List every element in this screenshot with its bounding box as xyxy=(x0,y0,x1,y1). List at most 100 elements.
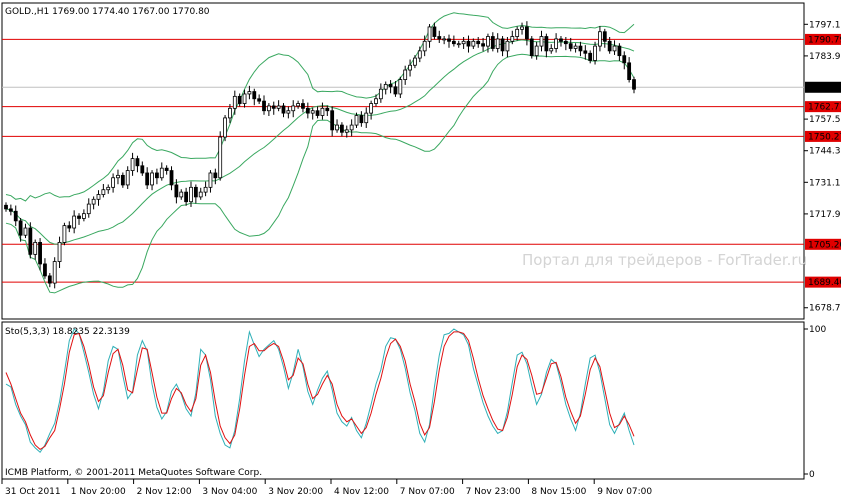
candle-body xyxy=(28,227,33,255)
candle-body xyxy=(13,210,18,222)
candle-body xyxy=(476,40,481,45)
candle-body xyxy=(305,107,310,114)
candle-body xyxy=(57,241,62,262)
level-label-bg xyxy=(805,130,841,142)
candle-body xyxy=(529,38,534,57)
candle-body xyxy=(203,186,208,193)
copyright-text: ICMB Platform, © 2001-2011 MetaQuotes So… xyxy=(5,468,262,478)
candle-body xyxy=(554,38,559,49)
price-tick-label: 1783.90 xyxy=(809,52,841,62)
candle-body xyxy=(140,165,145,174)
candle-body xyxy=(524,26,529,40)
candle-body xyxy=(116,174,120,179)
stoch-tick-label: 100 xyxy=(809,325,826,335)
candle-body xyxy=(393,86,398,95)
level-label: 1790.79 xyxy=(808,35,841,45)
candle-body xyxy=(296,103,300,107)
time-tick-label: 1 Nov 20:00 xyxy=(71,487,126,497)
candle-body xyxy=(111,177,116,188)
candle-body xyxy=(155,172,159,179)
candle-body xyxy=(86,203,91,215)
candle-body xyxy=(174,184,179,198)
candle-body xyxy=(276,105,281,109)
indicator-plot-frame xyxy=(1,321,805,480)
candle-body xyxy=(563,40,568,45)
level-label-bg xyxy=(805,238,841,250)
candle-body xyxy=(23,227,28,236)
candle-body xyxy=(408,64,412,71)
bollinger-mid-line xyxy=(5,39,635,245)
candle-body xyxy=(223,117,227,138)
candle-body xyxy=(549,48,554,52)
candle-body xyxy=(266,105,271,112)
candle-body xyxy=(43,263,47,277)
candle-body xyxy=(8,208,13,212)
price-tick-label: 1731.10 xyxy=(809,178,841,188)
candle-body xyxy=(320,107,325,116)
candle-body xyxy=(330,110,335,131)
candle-body xyxy=(369,103,374,114)
candle-body xyxy=(135,158,140,167)
time-tick-label: 7 Nov 23:00 xyxy=(466,487,521,497)
price-tick-label: 1797.10 xyxy=(809,20,841,30)
candle-body xyxy=(461,40,466,45)
candle-body xyxy=(534,45,539,57)
candle-body xyxy=(291,105,296,112)
candle-body xyxy=(456,43,461,46)
candle-body xyxy=(130,158,135,171)
time-tick-label: 9 Nov 07:00 xyxy=(597,487,652,497)
candle-body xyxy=(466,40,471,47)
candle-body xyxy=(471,40,476,47)
candle-body xyxy=(417,50,422,59)
symbol-header: GOLD.,H1 1769.00 1774.40 1767.00 1770.80 xyxy=(5,7,210,17)
candle-body xyxy=(164,167,169,171)
candle-body xyxy=(427,26,432,42)
price-tick-label: 1757.50 xyxy=(809,115,841,125)
level-label: 1705.20 xyxy=(808,240,841,250)
candle-body xyxy=(388,83,393,88)
candle-body xyxy=(612,45,617,52)
candle-body xyxy=(432,26,437,37)
candle-body xyxy=(193,186,198,198)
candle-body xyxy=(252,91,257,100)
candle-body xyxy=(617,45,622,57)
candle-body xyxy=(237,95,242,104)
candle-body xyxy=(622,55,627,64)
candle-body xyxy=(208,172,213,188)
candle-body xyxy=(510,36,515,42)
candle-body xyxy=(198,191,203,198)
candle-body xyxy=(437,36,442,40)
candle-body xyxy=(242,93,247,104)
bollinger-upper-line xyxy=(5,12,635,202)
time-tick-label: 31 Oct 2011 xyxy=(5,487,61,497)
candle-body xyxy=(344,129,349,133)
candle-body xyxy=(578,45,583,52)
price-tick-label: 1678.70 xyxy=(809,304,841,314)
current-price-label: 1770.80 xyxy=(808,83,841,93)
level-label: 1750.27 xyxy=(808,132,841,142)
candle-body xyxy=(602,31,607,42)
candle-body xyxy=(4,204,8,210)
candle-body xyxy=(189,186,193,203)
candle-body xyxy=(91,198,96,205)
candle-body xyxy=(213,172,218,179)
candle-body xyxy=(413,57,417,66)
candle-body xyxy=(106,186,111,191)
candle-body xyxy=(515,28,520,37)
candle-body xyxy=(179,191,184,198)
time-axis: 31 Oct 2011 1 Nov 20:00 2 Nov 12:00 3 Nov 0… xyxy=(1,479,652,497)
candle-body xyxy=(159,167,164,179)
candle-body xyxy=(422,40,427,52)
candle-body xyxy=(101,189,106,195)
candle-body xyxy=(481,43,485,47)
price-axis: 1797.10 1783.90 1757.50 1744.30 1731.10 1717.… xyxy=(804,20,841,480)
candle-body xyxy=(505,40,510,52)
candle-body xyxy=(18,220,23,236)
candle-body xyxy=(335,124,339,131)
candle-body xyxy=(568,43,573,49)
candle-body xyxy=(232,95,237,109)
candle-body xyxy=(588,52,593,61)
time-tick-label: 3 Nov 04:00 xyxy=(202,487,257,497)
